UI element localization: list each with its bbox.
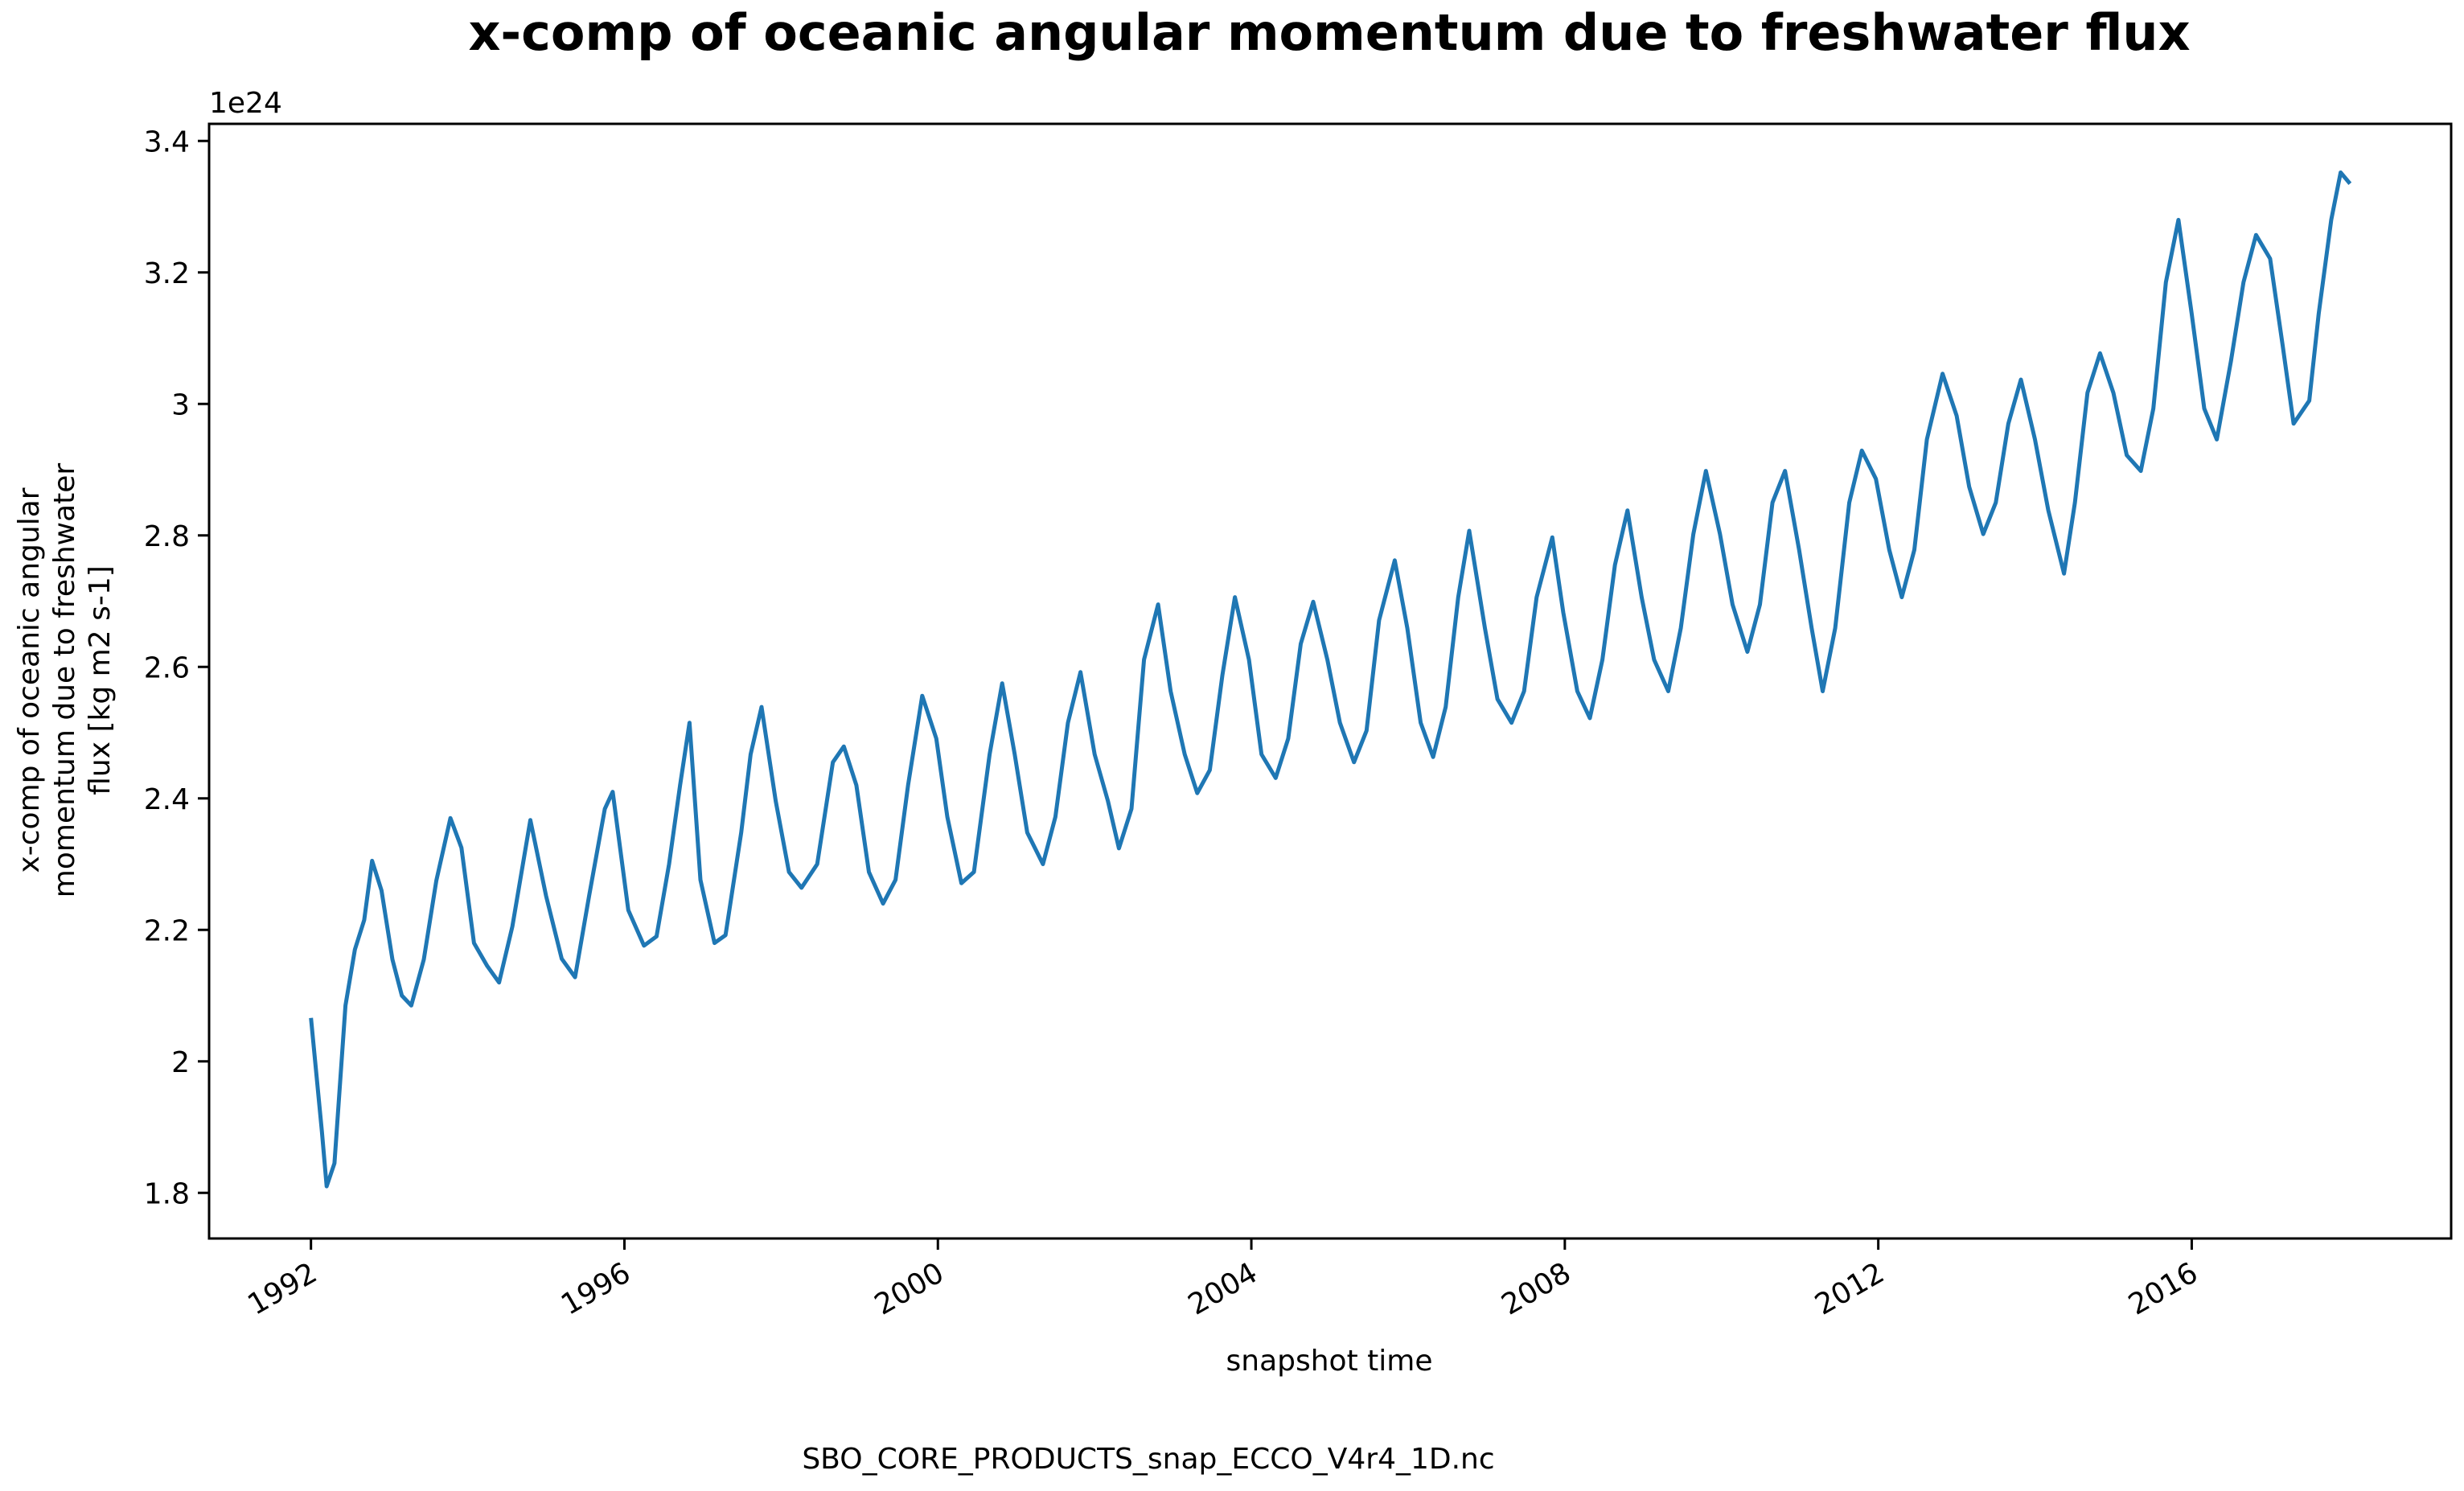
y-tick-label: 2.4 [144,783,190,816]
y-axis-label: x-comp of oceanic angular momentum due t… [13,463,117,898]
chart-title: x-comp of oceanic angular momentum due t… [468,3,2190,62]
y-tick-label: 2.8 [144,520,190,553]
plot-frame [207,122,2453,1240]
y-tick-label: 3.4 [144,125,190,158]
y-tick-label: 3 [171,388,190,421]
y-tick-label: 2 [171,1046,190,1079]
y-tick-label: 2.2 [144,914,190,947]
y-tick-label: 3.2 [144,257,190,290]
offset-label: 1e24 [209,87,282,120]
y-axis-label-line: momentum due to freshwater [48,463,81,898]
y-tick-label: 2.6 [144,651,190,684]
footnote: SBO_CORE_PRODUCTS_snap_ECCO_V4r4_1D.nc [802,1443,1494,1476]
x-axis-label: snapshot time [1226,1345,1433,1378]
y-axis-label-line: flux [kg m2 s-1] [84,565,117,795]
data-line [309,170,2352,1189]
y-tick-label: 1.8 [144,1177,190,1210]
y-axis-label-line: x-comp of oceanic angular [13,487,46,873]
